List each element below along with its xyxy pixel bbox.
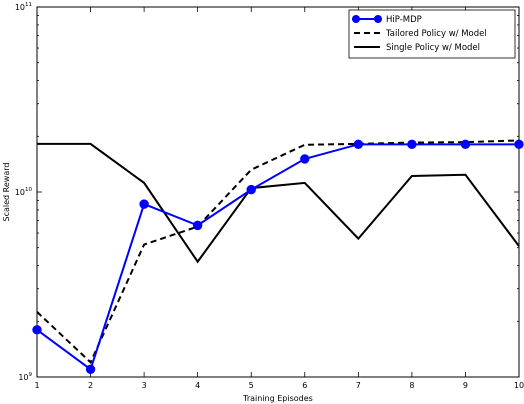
y-axis-label: Scaled Reward [2,163,11,222]
series-line-3 [37,142,520,264]
y-axis-ticks: 109 1010 1011 [15,2,519,382]
x-tick-label: 2 [88,381,93,390]
data-point [353,139,364,150]
y-tick-label: 1010 [15,187,33,197]
series-line-1 [36,143,519,371]
data-point [139,199,149,209]
x-tick-label: 8 [409,381,414,390]
legend-marker [352,15,360,23]
series-line-2 [36,139,520,365]
plot-frame [36,6,520,378]
data-point [300,154,310,164]
data-point [32,325,42,335]
data-point [246,184,256,195]
x-tick-label: 5 [249,381,254,390]
data-point [407,139,417,150]
data-point [514,139,524,150]
legend-label: HiP-MDP [386,15,422,25]
x-tick-label: 7 [356,381,361,390]
x-tick-label: 6 [302,381,307,390]
legend-marker [374,15,382,23]
x-tick-label: 9 [463,381,468,390]
x-axis-label: Training Episodes [242,394,313,403]
legend-label: Tailored Policy w/ Model [385,29,487,39]
y-tick-label: 109 [18,372,32,382]
plot-area: 109 1010 1011 1 2 3 4 5 6 7 8 9 10 [15,2,524,390]
data-point [460,139,471,150]
x-tick-label: 1 [34,381,39,390]
series-layer [32,139,524,375]
data-point [85,364,96,375]
x-tick-label: 10 [514,381,524,390]
legend: HiP-MDP Tailored Policy w/ Model Single Po… [348,9,516,59]
data-point [192,220,203,231]
x-tick-label: 4 [195,381,200,390]
x-axis-ticks: 1 2 3 4 5 6 7 8 9 10 [34,7,524,390]
x-tick-label: 3 [142,381,147,390]
legend-label: Single Policy w/ Model [386,43,480,53]
y-tick-label: 1011 [15,2,32,12]
